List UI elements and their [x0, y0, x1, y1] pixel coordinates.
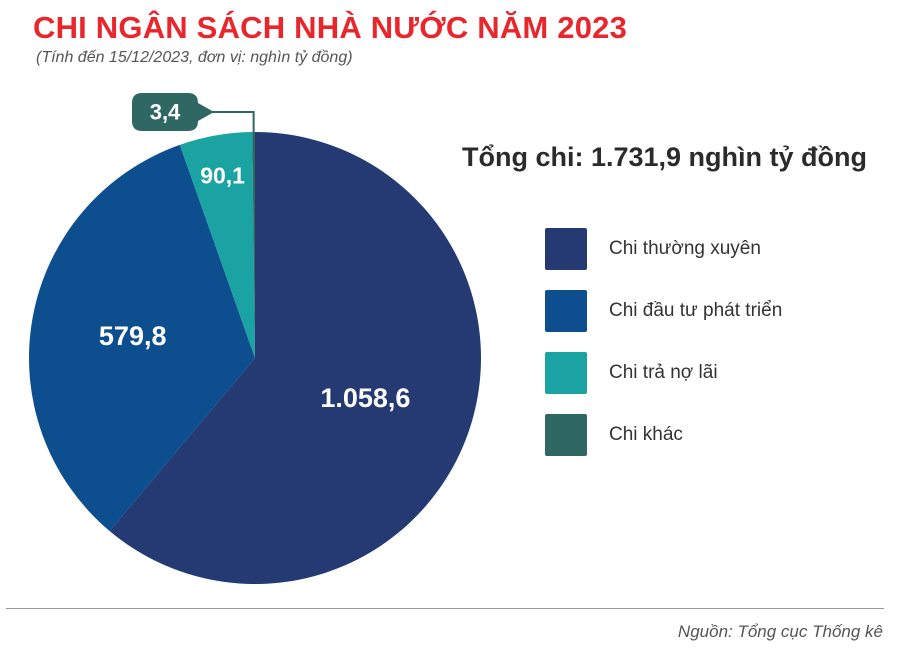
legend-label: Chi trả nợ lãi: [609, 362, 718, 383]
source-note: Nguồn: Tổng cục Thống kê: [677, 622, 883, 641]
total-spending-text: Tổng chi: 1.731,9 nghìn tỷ đồng: [462, 142, 868, 172]
callout-leader-line: [206, 111, 255, 137]
legend-label: Chi thường xuyên: [609, 238, 761, 259]
legend-swatch: [545, 414, 587, 456]
legend-label: Chi đầu tư phát triển: [609, 300, 783, 321]
legend-item: Chi khác: [545, 414, 865, 456]
slice-value-label: 1.058,6: [320, 383, 410, 413]
slice-value-label: 90,1: [200, 163, 245, 189]
legend-item: Chi đầu tư phát triển: [545, 290, 865, 332]
legend-swatch: [545, 228, 587, 270]
slice-value-label: 579,8: [99, 321, 167, 351]
pie-slice: [109, 132, 481, 584]
legend-label: Chi khác: [609, 424, 683, 445]
legend-item: Chi trả nợ lãi: [545, 352, 865, 394]
pie-slice: [29, 144, 255, 532]
chart-subtitle: (Tính đến 15/12/2023, đơn vị: nghìn tỷ đ…: [36, 49, 353, 66]
legend-swatch: [545, 352, 587, 394]
callout-bubble: [132, 93, 214, 131]
legend-item: Chi thường xuyên: [545, 228, 865, 270]
footer-divider: [6, 608, 884, 609]
chart-title: CHI NGÂN SÁCH NHÀ NƯỚC NĂM 2023: [33, 10, 628, 45]
legend: Chi thường xuyên Chi đầu tư phát triển C…: [545, 228, 865, 476]
slice-value-labels: 1.058,6 579,8 90,1: [99, 163, 411, 414]
pie-slice: [252, 132, 255, 358]
callout-value-label: 3,4: [150, 100, 181, 125]
small-slice-callout: 3,4: [132, 93, 255, 137]
pie-slice: [179, 132, 255, 358]
pie-slices: [29, 132, 481, 584]
legend-swatch: [545, 290, 587, 332]
